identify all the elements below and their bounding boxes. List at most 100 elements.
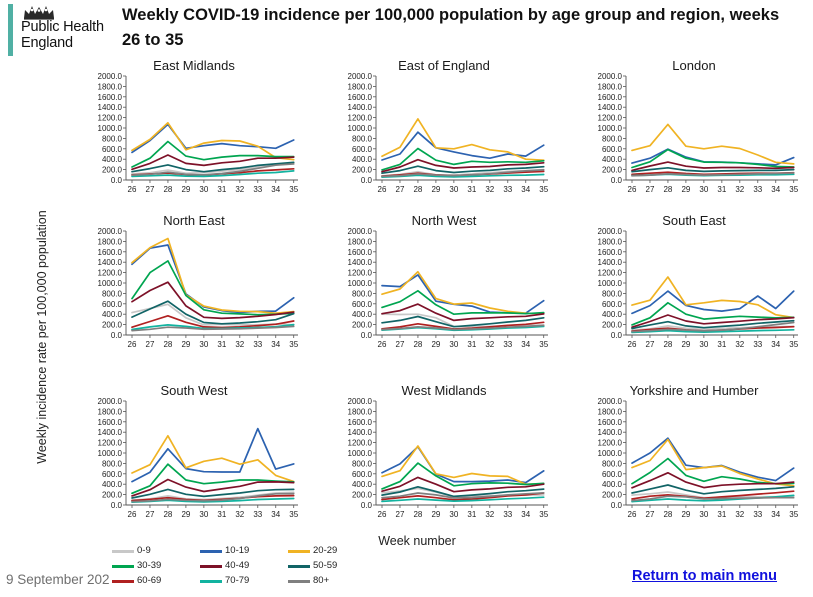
chart-panel-south-west: South West 0.0 200.0 400.0 600.0 800.0 1000.0 1… xyxy=(78,383,310,523)
chart-panel-london: London 0.0 200.0 400.0 600.0 800.0 1000.0 1200.… xyxy=(578,58,810,198)
svg-text:33: 33 xyxy=(503,185,512,194)
chart-panel-title: East Midlands xyxy=(153,58,235,73)
svg-text:1200.0: 1200.0 xyxy=(598,114,623,123)
svg-text:28: 28 xyxy=(663,185,672,194)
logo-text-line1: Public Health xyxy=(21,19,104,35)
svg-text:30: 30 xyxy=(699,185,708,194)
svg-text:1600.0: 1600.0 xyxy=(598,93,623,102)
svg-text:1400.0: 1400.0 xyxy=(348,258,373,267)
svg-text:31: 31 xyxy=(217,510,226,519)
svg-text:400.0: 400.0 xyxy=(102,480,123,489)
svg-text:34: 34 xyxy=(271,510,280,519)
series-line-70-79 xyxy=(381,496,545,503)
svg-text:30: 30 xyxy=(699,510,708,519)
svg-text:1800.0: 1800.0 xyxy=(598,237,623,246)
return-to-main-menu-link[interactable]: Return to main menu xyxy=(632,568,778,584)
svg-text:34: 34 xyxy=(771,185,780,194)
svg-text:30: 30 xyxy=(449,185,458,194)
svg-text:600.0: 600.0 xyxy=(352,470,373,479)
svg-text:35: 35 xyxy=(289,185,298,194)
svg-text:200.0: 200.0 xyxy=(102,166,123,175)
chart-panel-title: South West xyxy=(160,383,228,398)
svg-text:34: 34 xyxy=(771,510,780,519)
series-line-70-79 xyxy=(131,170,295,178)
svg-text:800.0: 800.0 xyxy=(602,289,623,298)
svg-text:27: 27 xyxy=(646,340,655,349)
svg-text:34: 34 xyxy=(521,185,530,194)
series-line-80+ xyxy=(631,172,795,177)
svg-text:32: 32 xyxy=(485,510,494,519)
svg-text:27: 27 xyxy=(146,510,155,519)
svg-text:33: 33 xyxy=(253,510,262,519)
legend-swatch-icon xyxy=(288,580,310,583)
svg-text:26: 26 xyxy=(378,185,387,194)
svg-text:800.0: 800.0 xyxy=(102,459,123,468)
svg-text:2000.0: 2000.0 xyxy=(348,72,373,81)
svg-text:26: 26 xyxy=(378,340,387,349)
svg-text:1600.0: 1600.0 xyxy=(348,418,373,427)
svg-text:800.0: 800.0 xyxy=(602,134,623,143)
svg-text:1000.0: 1000.0 xyxy=(348,124,373,133)
chart-panel-title: West Midlands xyxy=(401,383,487,398)
svg-text:28: 28 xyxy=(163,185,172,194)
chart-panel-yorkshire-and-humber: Yorkshire and Humber 0.0 200.0 400.0 600.0 80… xyxy=(578,383,810,523)
y-axis-label: Weekly incidence rate per 100,000 popula… xyxy=(35,210,49,464)
svg-text:200.0: 200.0 xyxy=(352,166,373,175)
svg-text:0.0: 0.0 xyxy=(111,331,123,340)
svg-text:30: 30 xyxy=(449,340,458,349)
svg-text:400.0: 400.0 xyxy=(102,310,123,319)
series-line-10-19 xyxy=(131,123,295,154)
series-line-20-29 xyxy=(631,438,795,487)
series-line-10-19 xyxy=(131,244,295,314)
crown-icon xyxy=(24,6,54,20)
logo-text: Public Health England xyxy=(21,19,107,51)
svg-text:32: 32 xyxy=(735,340,744,349)
series-line-30-39 xyxy=(381,289,545,316)
svg-text:30: 30 xyxy=(199,510,208,519)
svg-text:28: 28 xyxy=(413,185,422,194)
svg-text:28: 28 xyxy=(413,510,422,519)
legend-label: 50-59 xyxy=(313,560,338,571)
svg-text:28: 28 xyxy=(663,510,672,519)
legend-swatch-icon xyxy=(200,565,222,568)
svg-text:31: 31 xyxy=(467,510,476,519)
svg-text:28: 28 xyxy=(663,340,672,349)
svg-text:29: 29 xyxy=(431,510,440,519)
svg-text:30: 30 xyxy=(199,185,208,194)
svg-text:31: 31 xyxy=(217,340,226,349)
svg-text:29: 29 xyxy=(431,185,440,194)
chart-panel-title: North East xyxy=(163,213,225,228)
series-line-30-39 xyxy=(131,260,295,316)
svg-text:29: 29 xyxy=(431,340,440,349)
svg-text:1800.0: 1800.0 xyxy=(348,237,373,246)
svg-text:1200.0: 1200.0 xyxy=(98,114,123,123)
svg-text:1000.0: 1000.0 xyxy=(348,449,373,458)
svg-text:28: 28 xyxy=(163,340,172,349)
svg-text:27: 27 xyxy=(146,185,155,194)
svg-text:1800.0: 1800.0 xyxy=(598,82,623,91)
chart-panel-title: Yorkshire and Humber xyxy=(629,383,759,398)
series-line-50-59 xyxy=(631,166,795,173)
series-line-30-39 xyxy=(131,140,295,168)
series-line-80+ xyxy=(381,169,545,178)
svg-text:2000.0: 2000.0 xyxy=(98,397,123,406)
svg-text:1000.0: 1000.0 xyxy=(598,449,623,458)
svg-text:35: 35 xyxy=(539,185,548,194)
svg-text:2000.0: 2000.0 xyxy=(598,72,623,81)
series-line-30-39 xyxy=(381,462,545,490)
svg-text:31: 31 xyxy=(717,340,726,349)
legend-label: 40-49 xyxy=(225,560,250,571)
svg-text:1600.0: 1600.0 xyxy=(348,93,373,102)
series-line-30-39 xyxy=(631,301,795,326)
legend-label: 80+ xyxy=(313,575,330,586)
legend-swatch-icon xyxy=(288,550,310,553)
svg-text:200.0: 200.0 xyxy=(352,321,373,330)
svg-text:1400.0: 1400.0 xyxy=(348,103,373,112)
svg-text:200.0: 200.0 xyxy=(352,491,373,500)
legend-label: 70-79 xyxy=(225,575,250,586)
